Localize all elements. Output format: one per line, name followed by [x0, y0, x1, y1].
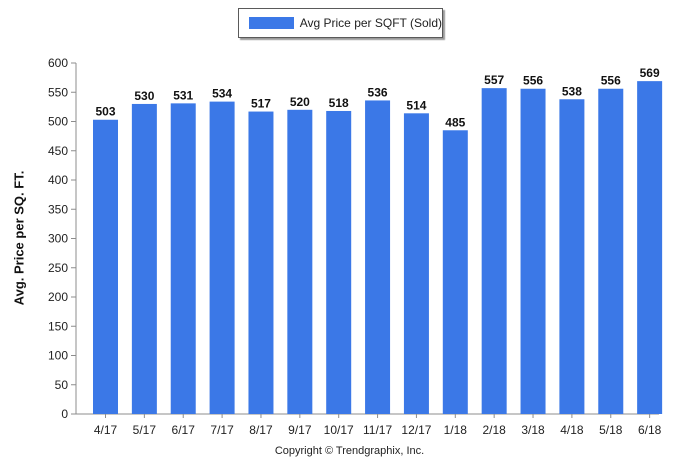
y-tick-label: 100 [48, 349, 68, 363]
bar [559, 99, 585, 415]
x-tick-label: 3/18 [521, 423, 545, 437]
x-tick-label: 4/17 [94, 423, 118, 437]
x-tick-label: 8/17 [249, 423, 273, 437]
chart-legend: Avg Price per SQFT (Sold) [238, 8, 443, 38]
bar-value-label: 557 [484, 73, 504, 87]
bar-value-label: 517 [251, 97, 271, 111]
y-tick-label: 150 [48, 319, 68, 333]
y-tick-label: 200 [48, 290, 68, 304]
legend-label: Avg Price per SQFT (Sold) [299, 16, 442, 30]
y-tick-label: 450 [48, 144, 68, 158]
legend-swatch [249, 17, 294, 29]
bar [403, 113, 429, 414]
x-tick-label: 10/17 [324, 423, 354, 437]
x-tick-label: 7/17 [210, 423, 234, 437]
bar [131, 103, 157, 414]
y-tick-label: 50 [55, 378, 69, 392]
y-tick-label: 550 [48, 85, 68, 99]
bar-value-label: 534 [212, 87, 232, 101]
x-tick-label: 5/17 [133, 423, 157, 437]
bar [481, 88, 507, 414]
bar-value-label: 485 [445, 115, 465, 129]
bar-value-label: 514 [406, 98, 426, 112]
x-tick-label: 1/18 [444, 423, 468, 437]
x-tick-label: 2/18 [482, 423, 506, 437]
bar-value-label: 531 [173, 88, 193, 102]
bar [93, 119, 118, 415]
bar [209, 101, 235, 415]
bar-value-label: 538 [562, 84, 582, 98]
x-tick-label: 9/17 [288, 423, 312, 437]
y-tick-label: 0 [61, 407, 68, 421]
y-tick-label: 250 [48, 261, 68, 275]
y-tick-label: 300 [48, 232, 68, 246]
x-tick-label: 5/18 [599, 423, 623, 437]
x-tick-label: 4/18 [560, 423, 584, 437]
bar [365, 100, 391, 414]
bar-value-label: 520 [290, 95, 310, 109]
bar [248, 111, 274, 415]
y-tick-label: 600 [48, 56, 68, 70]
bar [287, 109, 313, 415]
copyright-text: Copyright © Trendgraphix, Inc. [274, 445, 425, 457]
bar-value-label: 536 [368, 85, 388, 99]
bar-value-label: 556 [601, 74, 621, 88]
y-tick-label: 400 [48, 173, 68, 187]
bar-value-label: 518 [329, 96, 349, 110]
bar-value-label: 503 [95, 105, 115, 119]
y-tick-label: 500 [48, 115, 68, 129]
bar [598, 88, 624, 415]
x-tick-label: 12/17 [401, 423, 431, 437]
bar-value-label: 569 [640, 66, 660, 80]
x-tick-label: 11/17 [363, 423, 392, 437]
bar [326, 110, 352, 414]
bar-value-label: 530 [134, 89, 154, 103]
y-axis-label: Avg. Price per SQ. FT. [11, 170, 27, 306]
bar [442, 130, 468, 414]
bar [520, 88, 546, 415]
bar-value-label: 556 [523, 74, 543, 88]
y-tick-label: 350 [48, 202, 68, 216]
bar [637, 81, 663, 414]
bar [170, 103, 196, 415]
x-tick-label: 6/18 [638, 423, 662, 437]
x-tick-label: 6/17 [172, 423, 196, 437]
